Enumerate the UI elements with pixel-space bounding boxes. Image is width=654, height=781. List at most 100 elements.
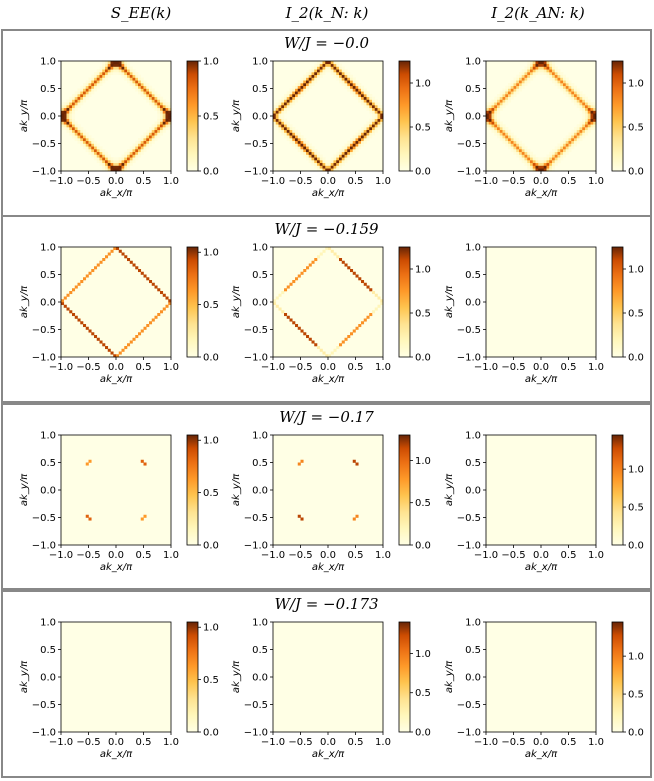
heatmap-cell [88, 140, 92, 144]
heatmap-cell [105, 168, 109, 172]
heatmap-cell [146, 143, 150, 147]
heatmap-cell [380, 113, 384, 117]
heatmap-cell [314, 69, 318, 73]
heatmap-cell [328, 69, 332, 73]
heatmap-cell [535, 66, 539, 70]
heatmap-cell [107, 168, 111, 172]
heatmap-cell [317, 69, 321, 73]
heatmap-cell [154, 96, 158, 100]
heatmap-cell [107, 72, 111, 76]
heatmap-cell [502, 124, 506, 128]
heatmap-cell [521, 83, 525, 87]
heatmap-cell [590, 124, 594, 128]
heatmap-cell [88, 91, 92, 95]
heatmap-cell [521, 160, 525, 164]
heatmap-cell [576, 91, 580, 95]
heatmap-cell [77, 96, 81, 100]
heatmap-cell [121, 69, 125, 73]
heatmap-cell [510, 96, 514, 100]
heatmap-cell [157, 288, 161, 292]
heatmap-cell [499, 94, 503, 98]
heatmap-cell [281, 113, 285, 117]
heatmap-cell [347, 154, 351, 158]
heatmap-cell [300, 94, 304, 98]
heatmap-cell [85, 514, 89, 518]
heatmap-cell [74, 94, 78, 98]
heatmap-cell [308, 149, 312, 153]
heatmap-cell [530, 160, 534, 164]
heatmap-cell [505, 94, 509, 98]
heatmap-panel: −1.0 −0.5 0.0 0.5 1.0−1.0−0.50.00.51.0ak_x/π… [19, 243, 219, 386]
heatmap-cell [322, 165, 326, 169]
heatmap-cell [322, 351, 326, 355]
heatmap-background [486, 61, 596, 171]
heatmap-cell [284, 124, 288, 128]
heatmap-cell [80, 132, 84, 136]
heatmap-cell [132, 151, 136, 155]
heatmap-cell [369, 127, 373, 131]
heatmap-cell [121, 66, 125, 70]
heatmap-cell [317, 61, 321, 65]
heatmap-cell [113, 69, 117, 73]
heatmap-cell [105, 165, 109, 169]
heatmap-cell [151, 96, 155, 100]
heatmap-cell [160, 102, 164, 106]
heatmap-cell [74, 132, 78, 136]
heatmap-cell [369, 107, 373, 111]
colorbar-tick-label: 0.5 [203, 488, 219, 499]
heatmap-cell [328, 354, 332, 358]
heatmap-cell [497, 107, 501, 111]
heatmap-cell [143, 83, 147, 87]
heatmap-cell [292, 88, 296, 92]
heatmap-cell [118, 63, 122, 67]
heatmap-cell [140, 151, 144, 155]
heatmap-cell [582, 121, 586, 125]
heatmap-cell [66, 110, 70, 114]
y-tick-label: 0.5 [252, 458, 268, 469]
heatmap-cell [88, 517, 92, 521]
heatmap-cell [549, 66, 553, 70]
heatmap-cell [549, 72, 553, 76]
heatmap-cell [527, 61, 531, 65]
heatmap-cell [341, 157, 345, 161]
heatmap-cell [505, 102, 509, 106]
heatmap-cell [157, 135, 161, 139]
heatmap-cell [99, 162, 103, 166]
heatmap-cell [355, 326, 359, 330]
heatmap-cell [102, 69, 106, 73]
colorbar-tick-label: 0.5 [628, 309, 644, 320]
heatmap-cell [162, 110, 166, 114]
heatmap-cell [99, 260, 103, 264]
heatmap-cell [127, 80, 131, 84]
colorbar [398, 434, 411, 546]
heatmap-cell [113, 247, 117, 251]
heatmap-cell [593, 127, 597, 131]
heatmap-cell [582, 99, 586, 103]
heatmap-background [486, 247, 596, 357]
heatmap-cell [355, 91, 359, 95]
heatmap-cell [135, 83, 139, 87]
x-tick-label: 0.0 [533, 176, 549, 187]
heatmap-cell [129, 74, 133, 78]
x-tick-label: −0.5 [76, 550, 100, 561]
heatmap-cell [563, 149, 567, 153]
heatmap-cell [66, 118, 70, 122]
heatmap-cell [135, 154, 139, 158]
heatmap-cell [358, 277, 362, 281]
y-tick-label: 1.0 [252, 618, 268, 629]
heatmap-cell [275, 296, 279, 300]
heatmap-cell [300, 135, 304, 139]
heatmap-cell [372, 96, 376, 100]
heatmap-cell [516, 151, 520, 155]
heatmap-cell [91, 151, 95, 155]
heatmap-cell [121, 154, 125, 158]
heatmap-cell [286, 91, 290, 95]
heatmap-cell [377, 296, 381, 300]
heatmap-cell [110, 157, 114, 161]
heatmap-cell [574, 88, 578, 92]
colorbar-tick-label: 0.0 [415, 353, 431, 364]
heatmap-cell [571, 91, 575, 95]
heatmap-cell [546, 154, 550, 158]
x-tick-label: 0.5 [348, 550, 364, 561]
heatmap-cell [157, 132, 161, 136]
